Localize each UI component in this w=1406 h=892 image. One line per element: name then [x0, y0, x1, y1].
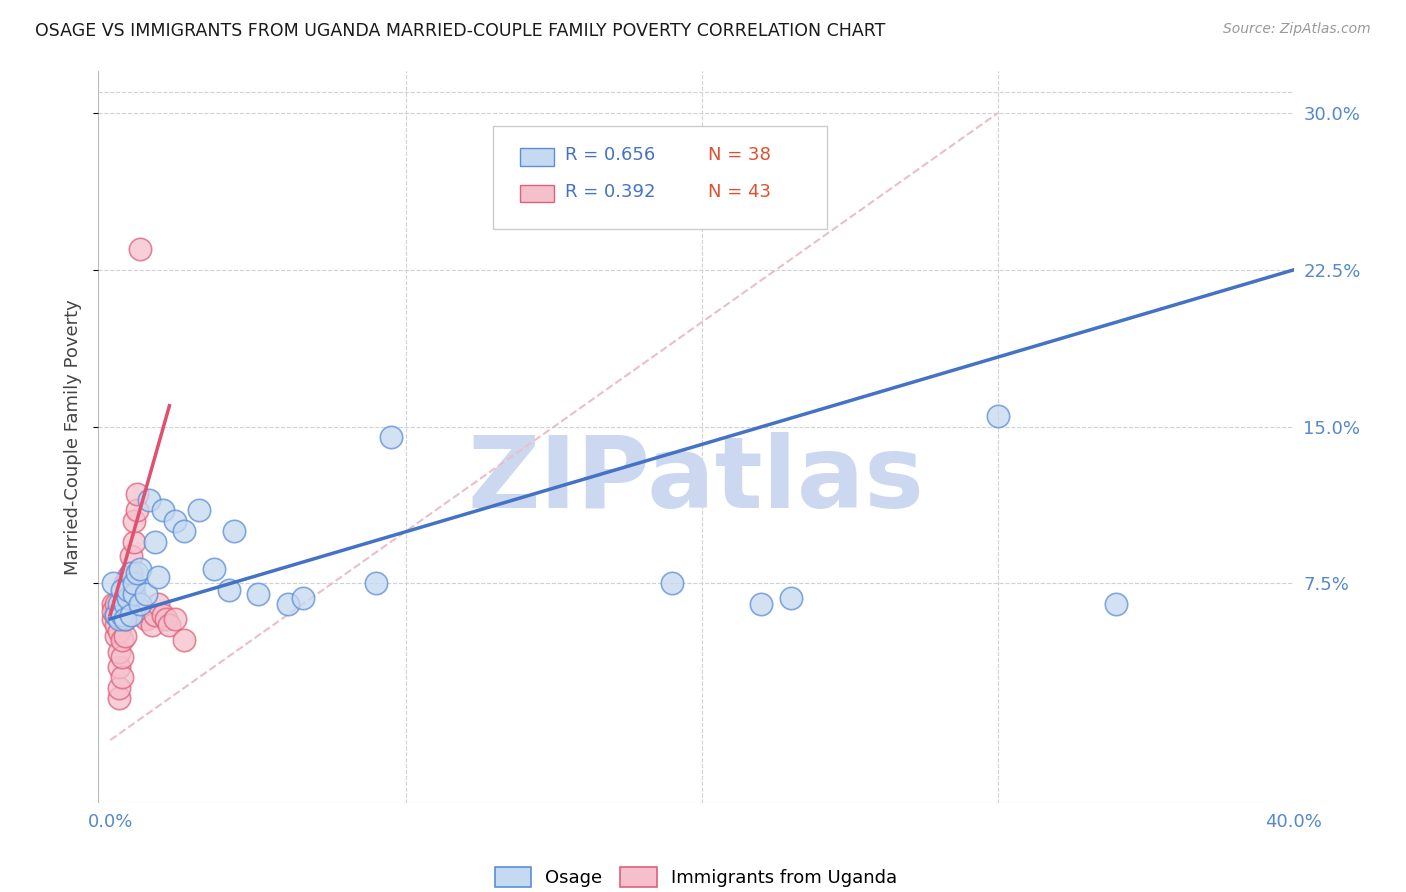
Point: [152, 607, 174, 622]
Point: [247, 587, 270, 601]
Point: [125, 486, 148, 500]
Point: [103, 597, 125, 611]
Point: [105, 618, 128, 632]
Point: [749, 597, 772, 611]
Point: [103, 612, 125, 626]
Point: [173, 524, 195, 538]
Point: [103, 576, 125, 591]
Point: [218, 582, 240, 597]
Point: [128, 597, 150, 611]
Point: [108, 660, 131, 674]
Point: [152, 503, 174, 517]
Text: R = 0.392: R = 0.392: [565, 183, 655, 201]
FancyBboxPatch shape: [520, 185, 554, 202]
Point: [132, 603, 155, 617]
Point: [108, 691, 131, 706]
FancyBboxPatch shape: [520, 148, 554, 166]
Point: [122, 587, 145, 601]
Text: N = 38: N = 38: [709, 146, 770, 164]
Point: [120, 582, 142, 597]
Point: [128, 607, 150, 622]
Point: [114, 576, 136, 591]
Point: [114, 629, 136, 643]
Point: [117, 570, 139, 584]
Text: OSAGE VS IMMIGRANTS FROM UGANDA MARRIED-COUPLE FAMILY POVERTY CORRELATION CHART: OSAGE VS IMMIGRANTS FROM UGANDA MARRIED-…: [35, 22, 886, 40]
Point: [143, 534, 166, 549]
Point: [114, 612, 136, 626]
Point: [117, 603, 139, 617]
Point: [111, 632, 134, 647]
Point: [128, 242, 150, 256]
Point: [114, 591, 136, 605]
Point: [125, 566, 148, 580]
Point: [114, 597, 136, 611]
Point: [120, 566, 142, 580]
Point: [117, 587, 139, 601]
Point: [105, 607, 128, 622]
Point: [661, 576, 683, 591]
Point: [108, 681, 131, 695]
Point: [108, 612, 131, 626]
Point: [111, 649, 134, 664]
Point: [122, 534, 145, 549]
Point: [114, 603, 136, 617]
Point: [135, 612, 157, 626]
Point: [138, 492, 160, 507]
Point: [224, 524, 246, 538]
Point: [1105, 597, 1128, 611]
Point: [120, 566, 142, 580]
Point: [111, 670, 134, 684]
Point: [105, 629, 128, 643]
Point: [380, 430, 402, 444]
Point: [122, 514, 145, 528]
Point: [141, 618, 163, 632]
FancyBboxPatch shape: [494, 126, 828, 228]
Point: [143, 607, 166, 622]
Point: [120, 607, 142, 622]
Point: [117, 582, 139, 597]
Point: [146, 570, 169, 584]
Text: N = 43: N = 43: [709, 183, 770, 201]
Point: [111, 607, 134, 622]
Text: R = 0.656: R = 0.656: [565, 146, 655, 164]
Point: [120, 549, 142, 564]
Point: [105, 597, 128, 611]
Point: [135, 587, 157, 601]
Point: [157, 618, 180, 632]
Point: [291, 591, 314, 605]
Point: [165, 612, 187, 626]
Point: [111, 582, 134, 597]
Point: [125, 503, 148, 517]
Y-axis label: Married-Couple Family Poverty: Married-Couple Family Poverty: [65, 299, 83, 575]
Point: [188, 503, 211, 517]
Point: [165, 514, 187, 528]
Point: [114, 612, 136, 626]
Point: [779, 591, 801, 605]
Point: [108, 624, 131, 639]
Point: [277, 597, 299, 611]
Point: [202, 562, 225, 576]
Text: Source: ZipAtlas.com: Source: ZipAtlas.com: [1223, 22, 1371, 37]
Point: [103, 603, 125, 617]
Point: [146, 597, 169, 611]
Point: [111, 612, 134, 626]
Point: [155, 612, 177, 626]
Point: [122, 576, 145, 591]
Point: [366, 576, 388, 591]
Point: [117, 591, 139, 605]
Point: [987, 409, 1010, 424]
Point: [173, 632, 195, 647]
Legend: Osage, Immigrants from Uganda: Osage, Immigrants from Uganda: [488, 859, 904, 892]
Point: [105, 607, 128, 622]
Point: [108, 645, 131, 659]
Point: [108, 597, 131, 611]
Text: ZIPatlas: ZIPatlas: [468, 433, 924, 530]
Point: [128, 562, 150, 576]
